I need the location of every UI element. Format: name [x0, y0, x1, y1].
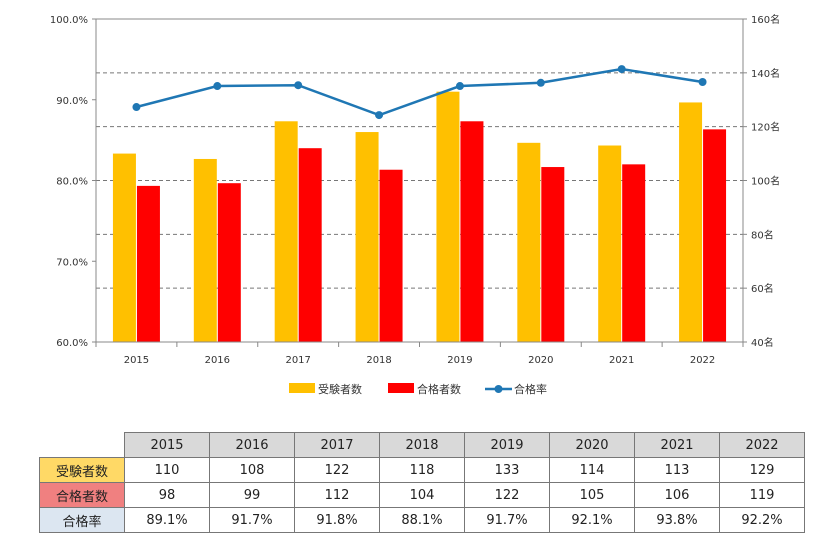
table-cell: 122: [294, 457, 380, 483]
rate-point: [132, 103, 141, 112]
bar-passers: [217, 183, 241, 342]
table-cell: 129: [719, 457, 805, 483]
table-cell: 108: [209, 457, 295, 483]
table-cell: 92.2%: [719, 507, 805, 533]
left-tick-label: 80.0%: [56, 177, 88, 188]
table-cell: 89.1%: [124, 507, 210, 533]
left-tick-label: 90.0%: [56, 96, 88, 107]
rate-point: [375, 111, 384, 120]
row-label-examinees: 受験者数: [39, 457, 125, 483]
table-cell: 99: [209, 482, 295, 508]
table-cell: 98: [124, 482, 210, 508]
table-row-pass-rate: 合格率 89.1% 91.7% 91.8% 88.1% 91.7% 92.1% …: [39, 507, 805, 533]
table-cell: 91.8%: [294, 507, 380, 533]
bar-passers: [460, 121, 484, 343]
bar-passers: [541, 167, 565, 342]
table-cell: 92.1%: [549, 507, 635, 533]
table-cell: 93.8%: [634, 507, 720, 533]
bar-examinees: [355, 132, 379, 342]
table-cell: 122: [464, 482, 550, 508]
table-cell: 119: [719, 482, 805, 508]
table-cell: 106: [634, 482, 720, 508]
legend-label-passers: 合格者数: [417, 382, 461, 396]
rate-point: [213, 82, 222, 91]
year-header: 2021: [634, 432, 720, 458]
bar-passers: [622, 164, 646, 342]
year-header: 2022: [719, 432, 805, 458]
year-header: 2016: [209, 432, 295, 458]
right-tick-label: 40名: [751, 336, 774, 349]
combo-chart: 60.0% 70.0% 80.0% 90.0% 100.0% 40名 60名 80名 100名 1…: [50, 13, 780, 396]
table-cell: 91.7%: [464, 507, 550, 533]
year-header: 2019: [464, 432, 550, 458]
year-header: 2015: [124, 432, 210, 458]
right-tick-label: 60名: [751, 282, 774, 295]
row-label-passers: 合格者数: [39, 482, 125, 508]
x-tick-label: 2017: [285, 355, 310, 366]
axes: 60.0% 70.0% 80.0% 90.0% 100.0% 40名 60名 80名 100名 1…: [50, 13, 780, 366]
x-tick-label: 2015: [124, 355, 149, 366]
rate-polyline: [136, 67, 703, 117]
year-header: 2018: [379, 432, 465, 458]
legend-swatch-examinees: [289, 383, 315, 393]
x-tick-label: 2021: [609, 355, 634, 366]
table-cell: 91.7%: [209, 507, 295, 533]
x-tick-label: 2022: [690, 355, 715, 366]
data-table: 2015 2016 2017 2018 2019 2020 2021 2022 …: [39, 432, 805, 533]
legend-swatch-passers: [388, 383, 414, 393]
table-cell: 118: [379, 457, 465, 483]
rate-point: [294, 81, 303, 90]
left-tick-label: 70.0%: [56, 257, 88, 268]
rate-point: [617, 65, 626, 74]
bars: [112, 91, 727, 343]
legend-label-rate: 合格率: [514, 382, 547, 396]
x-tick-label: 2019: [447, 355, 472, 366]
legend-marker-rate: [494, 385, 503, 393]
right-tick-label: 120名: [751, 121, 780, 134]
table-row-examinees: 受験者数 110 108 122 118 133 114 113 129: [39, 457, 805, 483]
x-tick-label: 2018: [366, 355, 391, 366]
bar-passers: [136, 185, 160, 342]
right-tick-label: 100名: [751, 175, 780, 188]
year-header: 2017: [294, 432, 380, 458]
bar-examinees: [679, 102, 703, 342]
right-tick-label: 80名: [751, 228, 774, 241]
rate-point: [536, 78, 545, 87]
year-header: 2020: [549, 432, 635, 458]
bar-examinees: [436, 91, 460, 342]
gridlines: [96, 18, 743, 289]
bar-examinees: [193, 158, 217, 342]
x-tick-label: 2020: [528, 355, 553, 366]
table-cell: 110: [124, 457, 210, 483]
left-tick-label: 100.0%: [50, 15, 88, 26]
bar-examinees: [274, 121, 298, 343]
rate-point: [698, 77, 707, 86]
bar-passers: [379, 169, 403, 342]
bar-examinees: [598, 145, 622, 342]
table-header-row: 2015 2016 2017 2018 2019 2020 2021 2022: [39, 432, 805, 458]
legend: 受験者数 合格者数 合格率: [289, 382, 547, 396]
bar-passers: [703, 129, 727, 342]
row-label-pass-rate: 合格率: [39, 507, 125, 533]
bar-passers: [298, 148, 322, 342]
table-cell: 113: [634, 457, 720, 483]
table-cell: 112: [294, 482, 380, 508]
right-tick-label: 140名: [751, 67, 780, 80]
rate-line: [132, 65, 707, 120]
table-cell: 133: [464, 457, 550, 483]
table-cell: 88.1%: [379, 507, 465, 533]
rate-point: [455, 82, 464, 91]
table-cell: 114: [549, 457, 635, 483]
right-tick-label: 160名: [751, 13, 780, 26]
table-cell: 105: [549, 482, 635, 508]
left-tick-label: 60.0%: [56, 338, 88, 349]
table-row-passers: 合格者数 98 99 112 104 122 105 106 119: [39, 482, 805, 508]
legend-label-examinees: 受験者数: [318, 382, 362, 396]
table-cell: 104: [379, 482, 465, 508]
bar-examinees: [112, 153, 136, 342]
bar-examinees: [517, 142, 541, 342]
x-tick-label: 2016: [205, 355, 230, 366]
table-corner: [39, 432, 125, 458]
